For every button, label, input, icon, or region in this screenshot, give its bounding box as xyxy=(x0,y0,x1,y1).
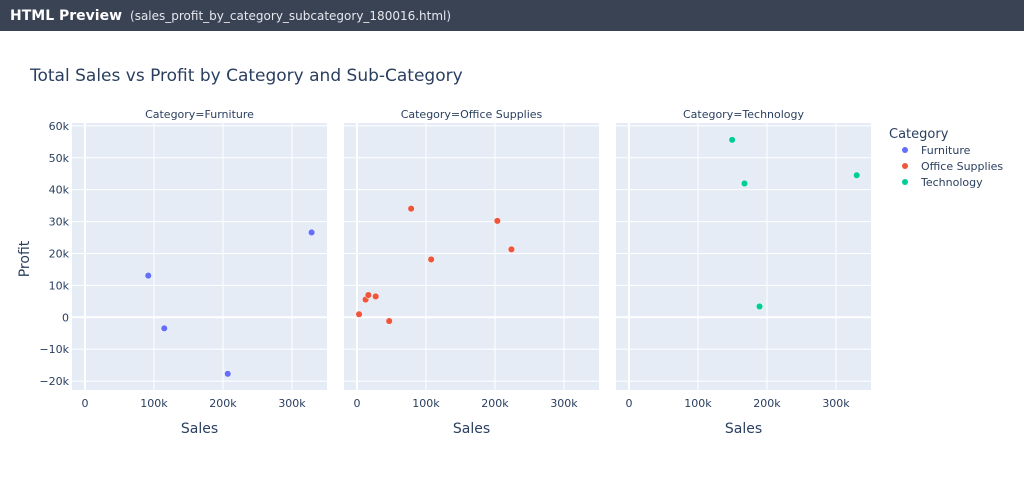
x-tick-label: 200k xyxy=(753,397,781,410)
scatter-chart: Total Sales vs Profit by Category and Su… xyxy=(17,66,1003,437)
y-tick-label: 60k xyxy=(49,120,70,133)
data-point xyxy=(144,272,152,280)
y-tick-label: −20k xyxy=(39,375,69,388)
x-axis-label: Sales xyxy=(725,421,762,437)
data-point xyxy=(507,245,515,253)
facet-title: Category=Technology xyxy=(683,108,805,121)
x-tick-label: 200k xyxy=(481,397,509,410)
y-tick-label: 10k xyxy=(49,279,70,292)
legend-marker xyxy=(902,147,908,153)
legend-entry: Furniture xyxy=(921,144,971,157)
x-tick-label: 200k xyxy=(209,397,237,410)
chart-title: Total Sales vs Profit by Category and Su… xyxy=(29,66,463,86)
data-point xyxy=(308,228,316,236)
x-axis-label: Sales xyxy=(453,421,490,437)
plot-area xyxy=(72,123,327,390)
facet-title: Category=Furniture xyxy=(145,108,254,121)
y-tick-label: 50k xyxy=(49,152,70,165)
plot-area xyxy=(616,123,871,390)
x-tick-label: 0 xyxy=(353,397,360,410)
x-tick-label: 100k xyxy=(684,397,712,410)
y-tick-label: 20k xyxy=(49,247,70,260)
y-tick-label: −10k xyxy=(39,343,69,356)
data-point xyxy=(224,370,232,378)
legend: Category Furniture Office Supplies Technolo… xyxy=(889,127,1003,189)
y-axis-label: Profit xyxy=(17,240,33,277)
data-point xyxy=(160,324,168,332)
legend-entry: Technology xyxy=(920,176,983,189)
x-axis-label: Sales xyxy=(181,421,218,437)
x-tick-label: 300k xyxy=(550,397,578,410)
x-tick-label: 300k xyxy=(278,397,306,410)
facet-title: Category=Office Supplies xyxy=(401,108,543,121)
data-point xyxy=(407,205,415,213)
x-tick-label: 0 xyxy=(625,397,632,410)
facet-panel: 0 100k 200k 300k 60k 50k 40k 30k 20k 10k 0 −10k −20k… xyxy=(39,108,327,437)
data-point xyxy=(385,317,393,325)
data-point xyxy=(853,171,861,179)
app-title: HTML Preview xyxy=(10,7,123,24)
data-point xyxy=(493,217,501,225)
y-tick-label: 40k xyxy=(49,184,70,197)
legend-marker xyxy=(902,163,908,169)
facet-panel: 0 100k 200k 300k Category=Office Supplies Sal… xyxy=(344,108,599,437)
x-tick-label: 300k xyxy=(822,397,850,410)
x-tick-label: 100k xyxy=(140,397,168,410)
file-name: (sales_profit_by_category_subcategory_18… xyxy=(130,8,452,23)
legend-marker xyxy=(902,179,908,185)
data-point xyxy=(364,291,372,299)
y-tick-label: 30k xyxy=(49,216,70,229)
data-point xyxy=(355,310,363,318)
data-point xyxy=(372,292,380,300)
data-point xyxy=(427,255,435,263)
plot-area xyxy=(344,123,599,390)
data-point xyxy=(728,136,736,144)
y-tick-label: 0 xyxy=(62,311,69,324)
data-point xyxy=(755,302,764,311)
title-bar: HTML Preview (sales_profit_by_category_s… xyxy=(0,0,1024,31)
data-point xyxy=(740,179,749,188)
legend-entry: Office Supplies xyxy=(921,160,1003,173)
x-tick-label: 100k xyxy=(412,397,440,410)
legend-title: Category xyxy=(889,127,949,142)
facet-panel: 0 100k 200k 300k Category=Technology Sales xyxy=(616,108,871,437)
x-tick-label: 0 xyxy=(81,397,88,410)
